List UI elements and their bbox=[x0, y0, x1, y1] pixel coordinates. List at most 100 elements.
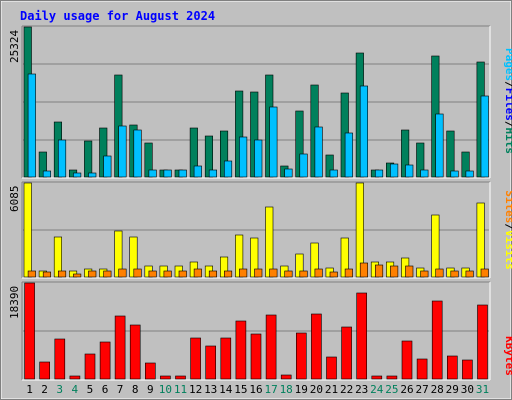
bar-sites-day-15 bbox=[239, 268, 248, 278]
bar-files-day-7 bbox=[118, 125, 127, 178]
bar-kbytes-day-17 bbox=[265, 314, 277, 380]
bar-files-day-30 bbox=[465, 170, 474, 178]
day-label-12: 12 bbox=[189, 383, 202, 396]
bar-kbytes-day-31 bbox=[477, 304, 488, 380]
bar-kbytes-day-27 bbox=[416, 358, 428, 380]
bar-kbytes-day-6 bbox=[99, 341, 111, 380]
bar-sites-day-30 bbox=[465, 270, 474, 278]
bar-hits-day-9 bbox=[144, 142, 153, 178]
day-label-14: 14 bbox=[219, 383, 233, 396]
bar-files-day-26 bbox=[405, 164, 414, 178]
day-label-22: 22 bbox=[340, 383, 353, 396]
bar-kbytes-day-4 bbox=[69, 375, 81, 380]
day-label-15: 15 bbox=[234, 383, 247, 396]
day-label-9: 9 bbox=[147, 383, 154, 396]
bar-kbytes-day-14 bbox=[220, 337, 232, 380]
bar-kbytes-day-2 bbox=[39, 361, 51, 380]
legend-sites: Sites bbox=[503, 190, 512, 223]
bar-sites-day-31 bbox=[480, 268, 489, 278]
bar-kbytes-day-22 bbox=[341, 326, 352, 380]
day-label-23: 23 bbox=[355, 383, 368, 396]
bar-sites-day-4 bbox=[73, 273, 82, 278]
bar-visits-day-20 bbox=[310, 242, 319, 278]
bar-files-day-4 bbox=[73, 172, 82, 178]
bar-kbytes-day-5 bbox=[84, 353, 96, 380]
bar-sites-day-20 bbox=[314, 268, 323, 278]
bar-sites-day-18 bbox=[284, 270, 293, 278]
bar-files-day-21 bbox=[329, 169, 338, 178]
bar-sites-day-22 bbox=[344, 268, 353, 278]
day-label-28: 28 bbox=[431, 383, 444, 396]
bar-sites-day-8 bbox=[133, 268, 142, 278]
bar-files-day-9 bbox=[148, 169, 157, 178]
day-label-4: 4 bbox=[71, 383, 78, 396]
bar-sites-day-21 bbox=[329, 271, 338, 278]
bar-files-day-22 bbox=[344, 132, 353, 178]
day-label-1: 1 bbox=[26, 383, 33, 396]
day-label-20: 20 bbox=[310, 383, 323, 396]
bar-files-day-14 bbox=[224, 160, 233, 178]
bar-kbytes-day-12 bbox=[190, 337, 201, 380]
bar-files-day-17 bbox=[269, 106, 278, 178]
bar-sites-day-1 bbox=[27, 270, 36, 278]
day-label-5: 5 bbox=[87, 383, 94, 396]
bar-kbytes-day-18 bbox=[280, 374, 292, 380]
bar-visits-day-17 bbox=[265, 206, 274, 278]
bar-files-day-1 bbox=[27, 73, 36, 178]
bar-files-day-6 bbox=[103, 155, 112, 178]
bar-sites-day-3 bbox=[57, 270, 67, 278]
bar-sites-day-11 bbox=[178, 270, 187, 278]
bar-files-day-24 bbox=[374, 169, 384, 178]
bar-kbytes-day-20 bbox=[311, 313, 322, 380]
bar-sites-day-17 bbox=[269, 268, 278, 278]
day-label-26: 26 bbox=[400, 383, 413, 396]
bar-sites-day-27 bbox=[420, 270, 429, 278]
panel-top: 25324 bbox=[8, 25, 491, 179]
bar-files-day-31 bbox=[480, 95, 489, 178]
bar-kbytes-day-8 bbox=[129, 324, 141, 380]
panel-bottom: 18390 bbox=[8, 281, 491, 381]
day-label-19: 19 bbox=[295, 383, 308, 396]
bar-sites-day-7 bbox=[118, 268, 127, 278]
bar-kbytes-day-16 bbox=[250, 333, 262, 380]
bar-visits-day-28 bbox=[431, 214, 440, 278]
bar-visits-day-19 bbox=[295, 253, 304, 278]
bar-visits-day-8 bbox=[129, 236, 138, 278]
bar-files-day-3 bbox=[57, 139, 67, 178]
y-max-label: 25324 bbox=[8, 30, 21, 63]
bar-hits-day-21 bbox=[325, 154, 334, 178]
legend-bottom: KBytes bbox=[503, 336, 512, 376]
day-label-8: 8 bbox=[132, 383, 139, 396]
legend-kbytes: KBytes bbox=[503, 336, 512, 376]
bar-sites-day-23 bbox=[359, 262, 369, 278]
bar-visits-day-3 bbox=[53, 236, 63, 278]
bar-files-day-25 bbox=[390, 163, 399, 178]
bar-kbytes-day-28 bbox=[431, 300, 443, 380]
bar-sites-day-25 bbox=[390, 265, 399, 278]
day-label-25: 25 bbox=[385, 383, 398, 396]
bar-hits-day-19 bbox=[295, 110, 304, 178]
bar-sites-day-28 bbox=[435, 268, 444, 278]
bar-visits-day-22 bbox=[340, 237, 349, 278]
bar-visits-day-1 bbox=[23, 182, 32, 278]
bar-sites-day-16 bbox=[254, 268, 263, 278]
day-label-29: 29 bbox=[446, 383, 459, 396]
day-label-2: 2 bbox=[41, 383, 48, 396]
day-labels: 1 2 3 4 5 6 7 8 9 10 11 12 13 14 15 16 17 18 19 20 21 22 23 24 2… bbox=[26, 383, 489, 396]
bar-sites-day-2 bbox=[42, 271, 52, 278]
bar-visits-day-7 bbox=[114, 230, 123, 278]
chart-panels: 25324 6085 18390 bbox=[8, 25, 491, 381]
bar-kbytes-day-11 bbox=[175, 375, 186, 380]
bar-files-day-11 bbox=[178, 169, 187, 178]
day-label-24: 24 bbox=[370, 383, 384, 396]
bar-hits-day-29 bbox=[446, 130, 455, 178]
bar-kbytes-day-1 bbox=[24, 282, 35, 380]
bar-sites-day-24 bbox=[374, 264, 384, 278]
y-max-label: 6085 bbox=[8, 186, 21, 213]
bar-files-day-20 bbox=[314, 126, 323, 178]
bar-kbytes-day-9 bbox=[145, 362, 156, 380]
bar-sites-day-13 bbox=[208, 270, 217, 278]
bar-kbytes-day-3 bbox=[54, 338, 66, 380]
bar-kbytes-day-26 bbox=[401, 340, 413, 380]
